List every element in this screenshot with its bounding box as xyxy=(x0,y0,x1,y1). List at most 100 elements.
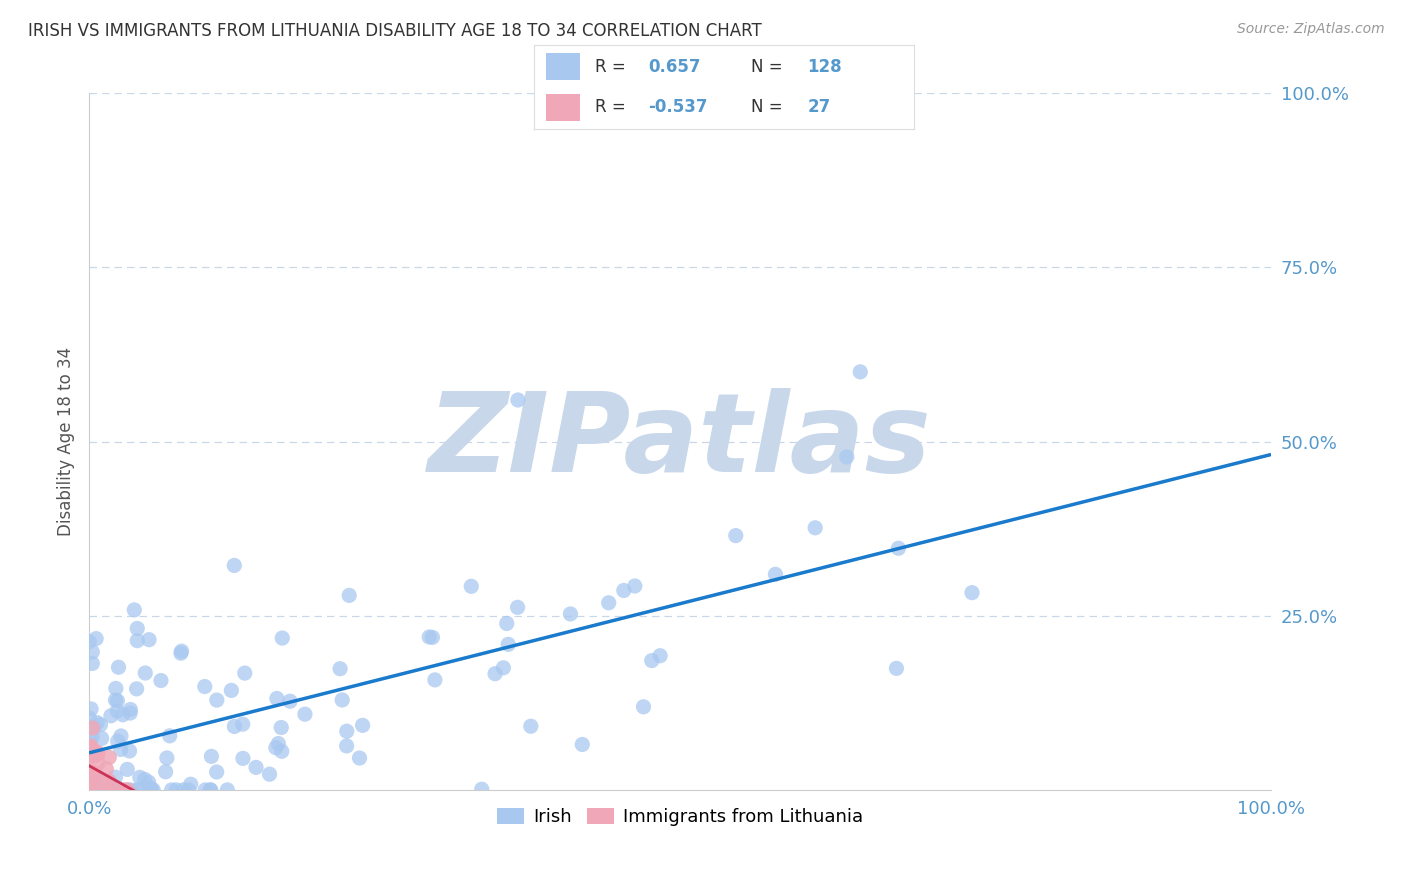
Point xyxy=(270,744,292,758)
Point xyxy=(79,765,101,780)
Point xyxy=(77,781,100,796)
Point xyxy=(330,693,353,707)
Point xyxy=(194,783,217,797)
Point xyxy=(127,633,149,648)
Text: -0.537: -0.537 xyxy=(648,98,707,116)
Point xyxy=(115,783,138,797)
Point xyxy=(90,731,112,746)
Point xyxy=(165,783,187,797)
Point xyxy=(804,521,827,535)
Point xyxy=(156,751,179,765)
Point xyxy=(80,783,103,797)
Point xyxy=(82,730,104,744)
Point xyxy=(506,392,529,407)
Point xyxy=(232,717,254,731)
Point xyxy=(112,783,135,797)
Point xyxy=(200,749,222,764)
Point xyxy=(79,783,101,797)
Point xyxy=(128,783,150,797)
Point xyxy=(89,783,111,797)
Point xyxy=(87,747,110,761)
Point xyxy=(89,718,111,732)
Point xyxy=(492,661,515,675)
Point xyxy=(124,603,146,617)
Legend: Irish, Immigrants from Lithuania: Irish, Immigrants from Lithuania xyxy=(491,800,870,833)
Point xyxy=(349,751,371,765)
Point xyxy=(100,783,122,797)
Point xyxy=(115,783,138,797)
Point xyxy=(267,737,290,751)
Point xyxy=(560,607,582,621)
Point xyxy=(177,783,200,797)
Point xyxy=(633,699,655,714)
Point xyxy=(598,596,620,610)
Point xyxy=(496,637,519,651)
Point xyxy=(506,600,529,615)
Point xyxy=(79,740,101,755)
Point xyxy=(278,694,301,708)
Point xyxy=(79,711,101,725)
Point xyxy=(422,631,444,645)
Point xyxy=(90,783,112,797)
Point xyxy=(887,541,910,556)
Point xyxy=(84,767,107,781)
Point xyxy=(205,764,228,779)
Point xyxy=(650,648,672,663)
Point xyxy=(134,666,156,681)
Point xyxy=(77,634,100,648)
Point xyxy=(520,719,543,733)
Point xyxy=(352,718,374,732)
Point xyxy=(104,681,127,696)
Point xyxy=(172,783,194,797)
Point xyxy=(125,783,148,797)
Text: 0.657: 0.657 xyxy=(648,58,700,76)
Point xyxy=(259,767,281,781)
Point xyxy=(180,777,202,791)
Point xyxy=(125,681,148,696)
Point xyxy=(82,721,104,735)
Point xyxy=(849,365,872,379)
Point xyxy=(103,783,125,797)
Point xyxy=(117,763,139,777)
Point xyxy=(138,775,160,789)
Point xyxy=(960,585,983,599)
Text: 27: 27 xyxy=(807,98,831,116)
Point xyxy=(224,719,246,733)
Point xyxy=(471,782,494,797)
Point xyxy=(217,783,239,797)
Point xyxy=(423,673,446,687)
Point xyxy=(763,567,786,582)
Point xyxy=(111,707,134,722)
Point xyxy=(77,783,100,797)
Point xyxy=(110,742,132,756)
Point xyxy=(128,771,150,785)
Point xyxy=(120,702,142,716)
Point xyxy=(82,645,104,659)
Point xyxy=(337,588,360,602)
Point xyxy=(336,724,359,739)
Point xyxy=(270,721,292,735)
Point xyxy=(329,662,352,676)
Point xyxy=(80,783,103,797)
Point xyxy=(77,783,100,797)
Point xyxy=(194,680,217,694)
Point xyxy=(107,734,129,748)
Point xyxy=(271,631,294,645)
Point xyxy=(200,783,222,797)
Point xyxy=(835,450,858,464)
Bar xyxy=(546,54,579,80)
Point xyxy=(107,694,129,708)
Point xyxy=(138,632,160,647)
Point xyxy=(105,704,128,718)
Point xyxy=(613,583,636,598)
Text: IRISH VS IMMIGRANTS FROM LITHUANIA DISABILITY AGE 18 TO 34 CORRELATION CHART: IRISH VS IMMIGRANTS FROM LITHUANIA DISAB… xyxy=(28,22,762,40)
Text: N =: N = xyxy=(751,98,782,116)
Point xyxy=(84,632,107,646)
Point xyxy=(83,765,105,780)
Point xyxy=(98,774,121,789)
Text: 128: 128 xyxy=(807,58,842,76)
Point xyxy=(80,742,103,756)
Point xyxy=(104,770,127,784)
Point xyxy=(77,774,100,789)
Point xyxy=(418,630,440,644)
